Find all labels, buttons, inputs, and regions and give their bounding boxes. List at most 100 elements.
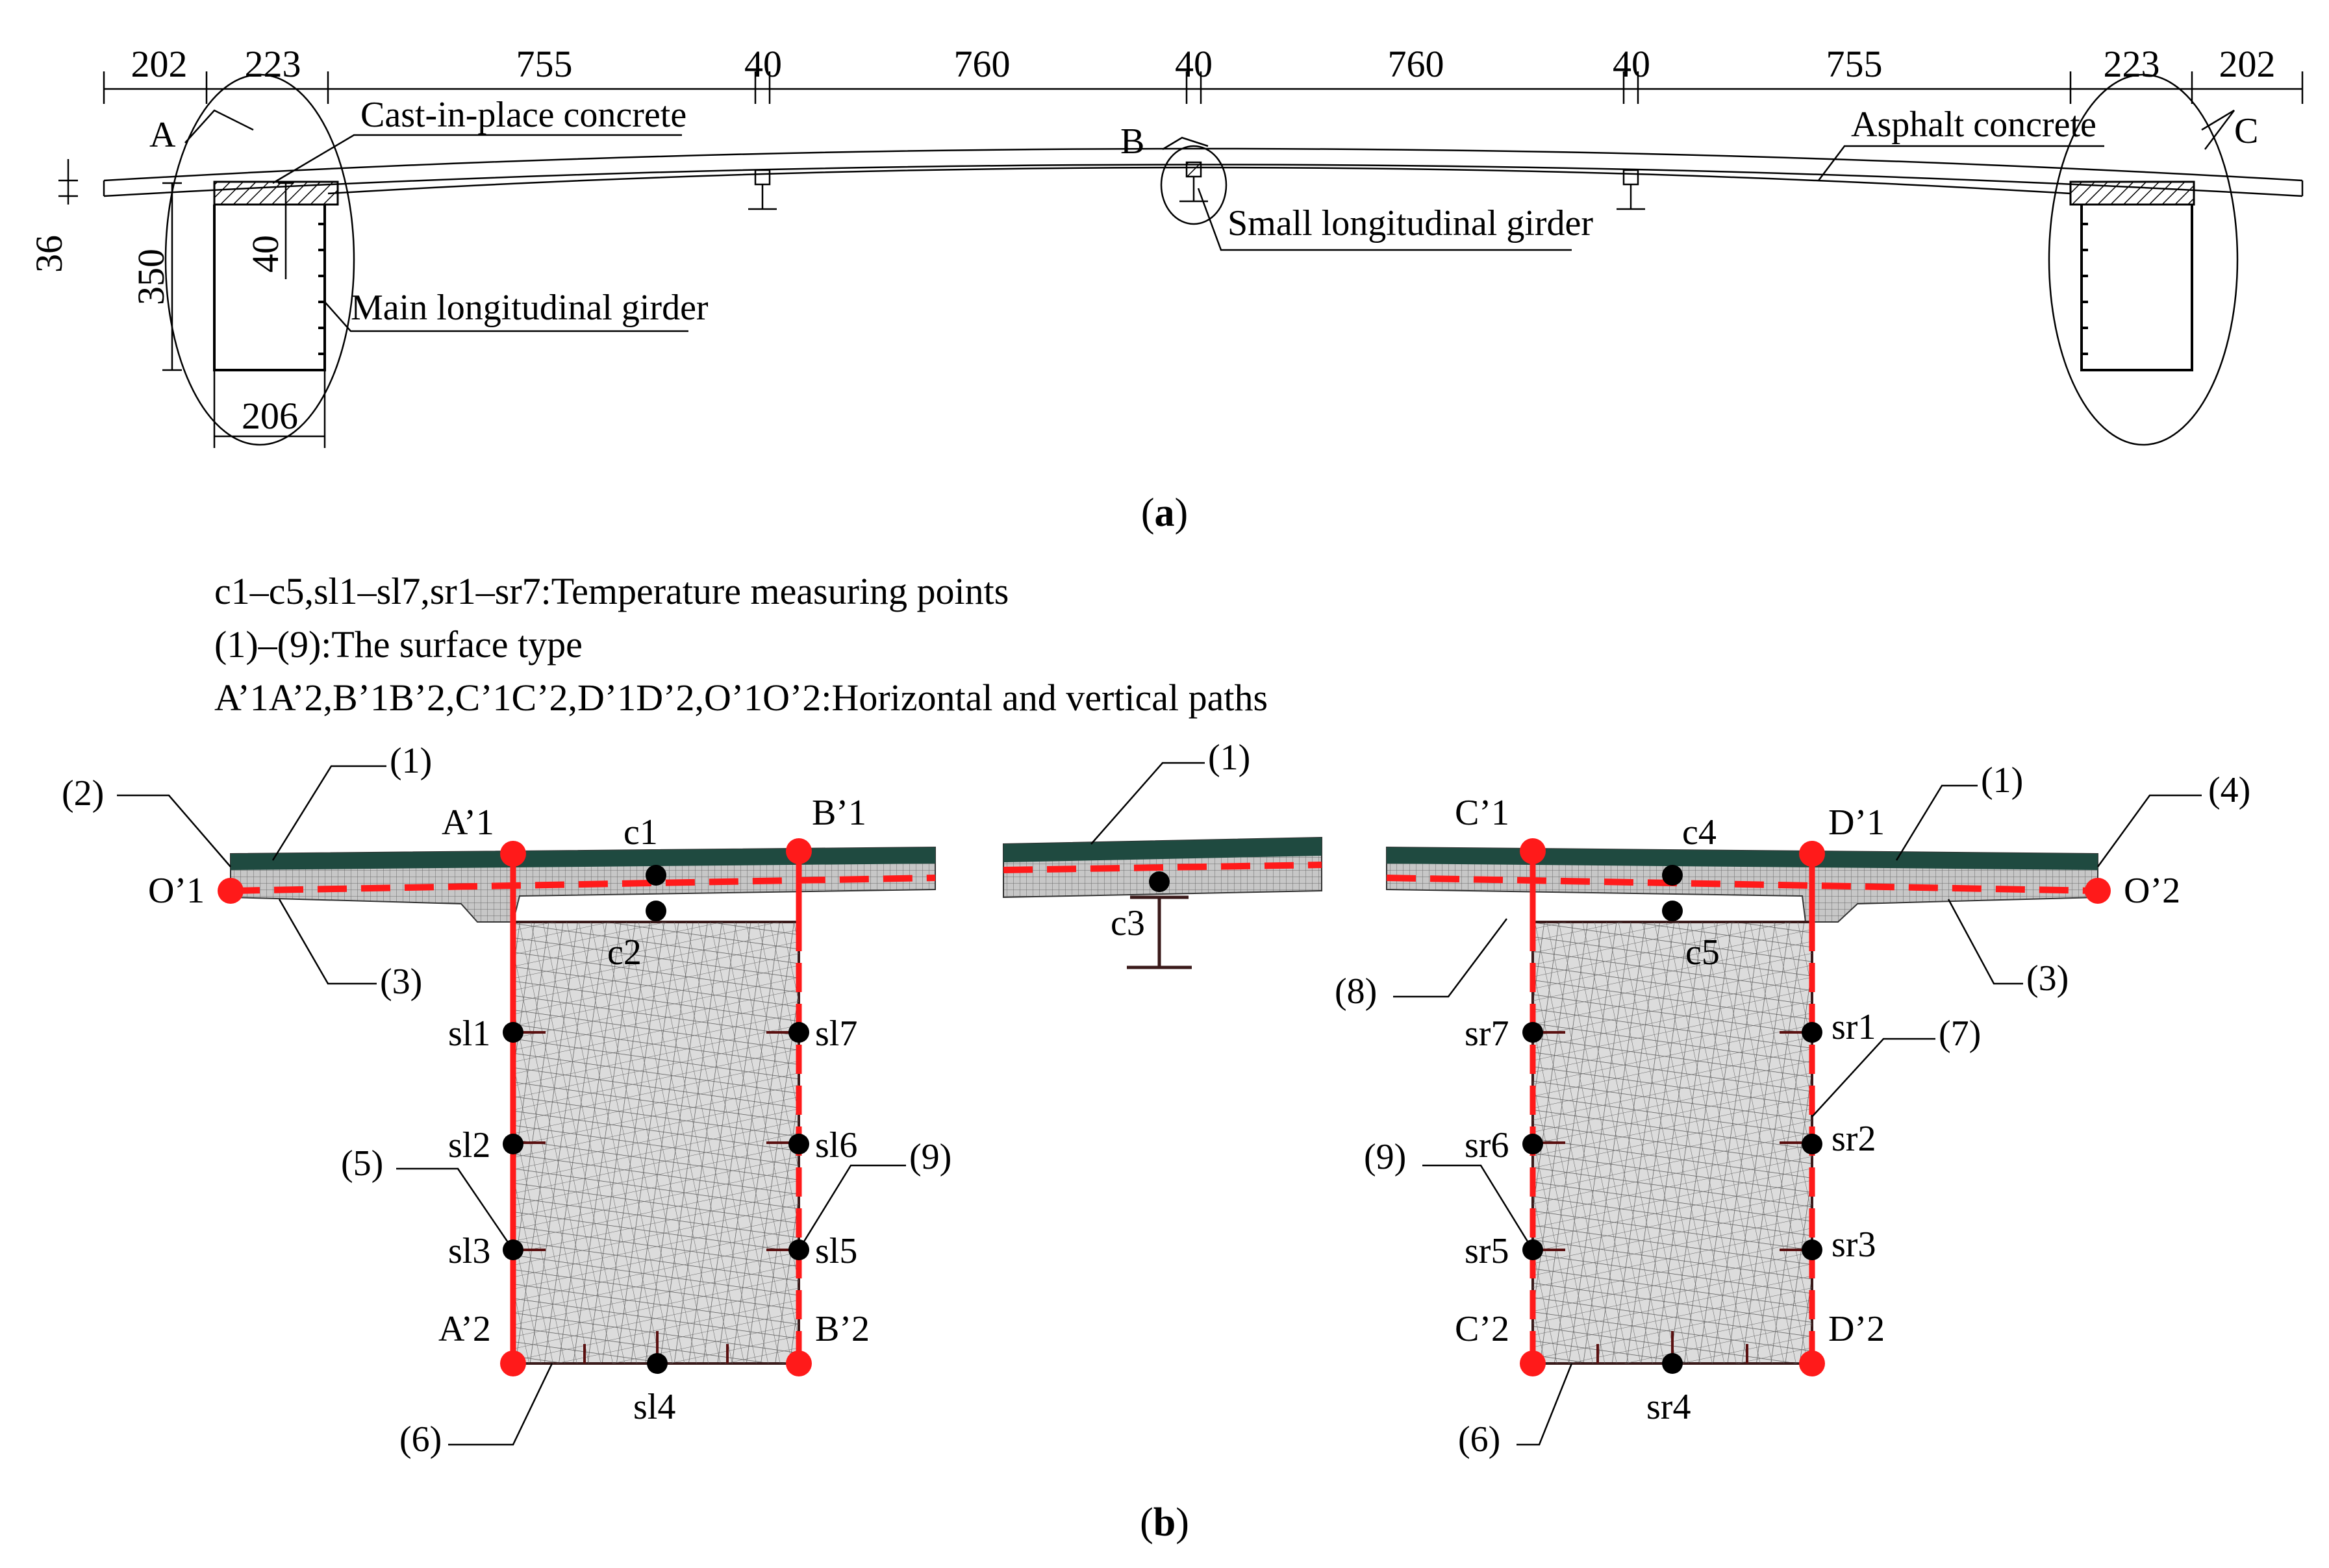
label-sl3: sl3 [448, 1231, 490, 1271]
point-sr1 [1802, 1022, 1822, 1043]
surface-5: (5) [341, 1143, 383, 1184]
label-B2: B’2 [815, 1309, 870, 1349]
label-B1: B’1 [812, 793, 866, 833]
point-c2 [646, 901, 666, 921]
label-c3: c3 [1111, 903, 1145, 943]
dim-206: 206 [242, 395, 298, 437]
mid-leader [1090, 762, 1205, 845]
right-leaders [1393, 784, 2202, 1446]
label-c1: c1 [623, 812, 658, 852]
caption-b: (b) [1140, 1500, 1189, 1545]
leader-small-girder [1197, 188, 1572, 251]
dim-6: 40 [1175, 43, 1213, 85]
label-c2: c2 [607, 932, 642, 973]
left-leaders [117, 765, 906, 1446]
label-sl4: sl4 [633, 1387, 675, 1427]
surface-1-left: (1) [390, 741, 432, 781]
label-A1: A’1 [442, 803, 494, 843]
point-sl4 [647, 1353, 668, 1374]
small-girder-3 [1617, 169, 1645, 210]
node-B1 [786, 838, 812, 864]
left-section: c1 c2 sl1 sl2 sl3 sl4 sl5 sl6 sl7 O’1 A’… [62, 741, 951, 1460]
dim-11: 202 [2219, 43, 2276, 85]
flag-A [184, 109, 254, 143]
node-C1 [1520, 838, 1546, 864]
label-C1: C’1 [1455, 793, 1509, 833]
label-sr6: sr6 [1465, 1125, 1509, 1165]
label-sr4: sr4 [1646, 1387, 1691, 1427]
part-b-sections: c1–c5,sl1–sl7,sr1–sr7:Temperature measur… [62, 570, 2250, 1545]
dim-3: 755 [516, 43, 573, 85]
dim-9: 755 [1826, 43, 1883, 85]
node-O2 [2085, 878, 2111, 904]
legend-line-3: A’1A’2,B’1B’2,C’1C’2,D’1D’2,O’1O’2:Horiz… [214, 677, 1268, 719]
side-dimensions [58, 159, 326, 448]
right-girder-mesh-overlay [1533, 922, 1812, 1363]
deck-elevation [103, 147, 2304, 197]
label-A2: A’2 [438, 1309, 491, 1349]
label-sr2: sr2 [1832, 1119, 1876, 1159]
path-O1-left [230, 875, 936, 894]
leader-main-girder [324, 301, 688, 332]
point-sl1 [503, 1022, 523, 1043]
label-sl5: sl5 [815, 1231, 857, 1271]
label-O1: O’1 [148, 871, 205, 911]
label-sr7: sr7 [1465, 1014, 1509, 1054]
legend-line-2: (1)–(9):The surface type [214, 623, 583, 666]
cast-in-place-left [213, 180, 339, 206]
point-sl6 [788, 1134, 809, 1154]
node-B2 [786, 1350, 812, 1376]
node-A1 [500, 841, 526, 867]
callout-small-girder: Small longitudinal girder [1227, 203, 1593, 243]
point-c5 [1662, 901, 1683, 921]
point-c4 [1662, 865, 1683, 886]
node-D2 [1799, 1350, 1825, 1376]
legend-line-1: c1–c5,sl1–sl7,sr1–sr7:Temperature measur… [214, 570, 1009, 612]
small-girder-2 [1179, 161, 1208, 203]
label-c5: c5 [1685, 932, 1720, 973]
leader-cast [272, 134, 682, 184]
label-sr3: sr3 [1832, 1225, 1876, 1265]
surface-3-left: (3) [380, 962, 422, 1002]
point-sl7 [788, 1022, 809, 1043]
label-c4: c4 [1682, 812, 1717, 852]
leader-asphalt [1818, 145, 2104, 181]
point-sr6 [1522, 1134, 1543, 1154]
surface-8: (8) [1335, 971, 1377, 1012]
surface-1-mid: (1) [1208, 738, 1250, 778]
dim-7: 760 [1388, 43, 1444, 85]
surface-6-left: (6) [399, 1419, 442, 1460]
dim-2: 223 [245, 43, 301, 85]
label-sl2: sl2 [448, 1125, 490, 1165]
caption-a: (a) [1141, 491, 1188, 535]
dim-10: 223 [2104, 43, 2160, 85]
small-girder-1 [748, 169, 777, 210]
label-B: B [1120, 121, 1144, 162]
label-D1: D’1 [1828, 803, 1885, 843]
cast-in-place-right [2069, 180, 2195, 206]
node-O1 [218, 878, 244, 904]
surface-6-right: (6) [1458, 1419, 1500, 1460]
surface-3-right: (3) [2026, 958, 2069, 999]
node-C2 [1520, 1350, 1546, 1376]
main-girder-right [2080, 205, 2193, 371]
point-sr2 [1802, 1134, 1822, 1154]
main-girder-left [213, 205, 326, 371]
flag-C [2201, 109, 2235, 150]
surface-9-right: (9) [1364, 1137, 1406, 1177]
dim-8: 40 [1613, 43, 1650, 85]
callout-cast-in-place: Cast-in-place concrete [360, 95, 686, 135]
path-O2-right [1386, 875, 2098, 894]
middle-section: c3 (1) [1003, 738, 1322, 969]
point-sr3 [1802, 1239, 1822, 1260]
dim-4: 40 [744, 43, 782, 85]
label-D2: D’2 [1828, 1309, 1885, 1349]
dim-5: 760 [954, 43, 1011, 85]
top-dimension-chain [103, 71, 2304, 104]
dim-350: 350 [130, 249, 172, 305]
label-sr1: sr1 [1832, 1007, 1876, 1047]
dim-36: 36 [28, 235, 70, 273]
point-sl2 [503, 1134, 523, 1154]
node-D1 [1799, 841, 1825, 867]
